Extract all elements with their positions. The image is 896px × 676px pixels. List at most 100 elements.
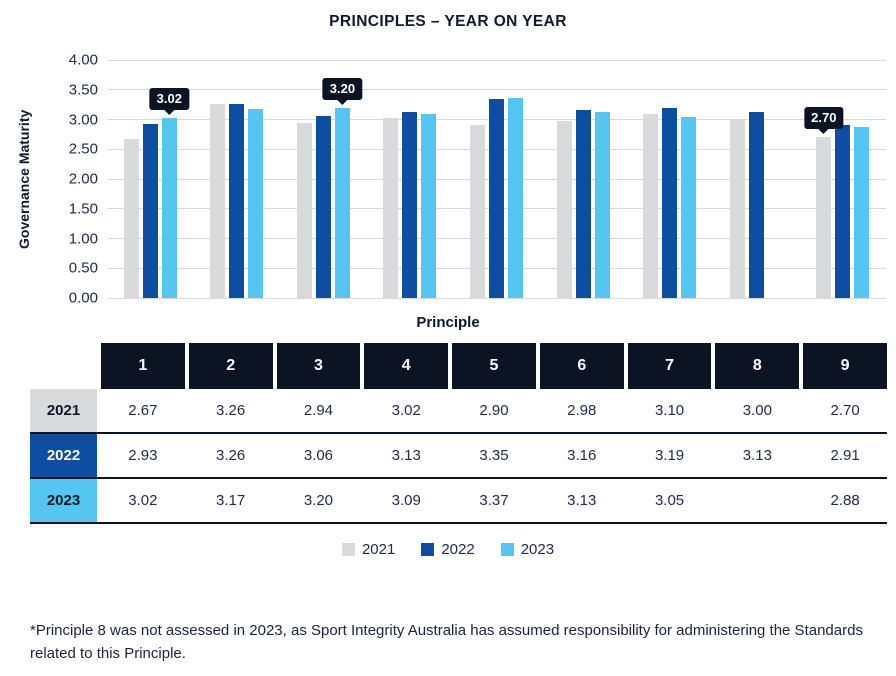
legend-item-2023: 2023 — [500, 541, 554, 558]
column-header-8: 8 — [715, 343, 800, 389]
bar-2023-principle-1: 3.02 — [149, 88, 189, 298]
column-header-5: 5 — [452, 343, 536, 389]
cell-2022-principle-1: 2.93 — [101, 434, 185, 477]
column-header-1: 1 — [101, 343, 185, 389]
cell-2023-principle-2: 3.17 — [188, 479, 273, 522]
cell-2022-principle-5: 3.35 — [452, 434, 536, 477]
gridline — [107, 297, 886, 299]
chart-legend: 2021 2022 2023 — [0, 541, 896, 558]
y-tick-label: 4.00 — [68, 51, 98, 69]
bar-2023-principle-3: 3.20 — [322, 77, 363, 298]
bar-2023-principle-6 — [594, 111, 610, 298]
cell-2023-principle-7: 3.05 — [627, 479, 712, 522]
bar-group-principle-3: 3.20 — [280, 60, 367, 298]
legend-swatch-2021 — [341, 543, 355, 556]
bar-2021-principle-5 — [470, 125, 486, 298]
cell-2021-principle-9: 2.70 — [803, 389, 887, 432]
column-header-4: 4 — [364, 343, 449, 389]
footnote: *Principle 8 was not assessed in 2023, a… — [30, 622, 863, 662]
table-body: 2021 2.67 3.26 2.94 3.02 2.90 2.98 3.10 3.00 2.70… — [30, 389, 887, 524]
plot-area: 3.02 3.20 2.70 — [107, 59, 886, 299]
bar-2023-principle-7 — [681, 116, 697, 298]
bar-2023-principle-2 — [248, 109, 264, 298]
column-header-9: 9 — [803, 343, 887, 389]
bar-groups: 3.02 3.20 2.70 — [107, 60, 886, 298]
cell-2021-principle-6: 2.98 — [539, 389, 624, 432]
gridline — [107, 89, 886, 91]
bar-2022-principle-6 — [575, 109, 591, 298]
cell-2022-principle-8: 3.13 — [715, 434, 800, 477]
legend-swatch-2022 — [421, 543, 435, 556]
cell-2021-principle-8: 3.00 — [715, 389, 800, 432]
gridline — [107, 59, 886, 61]
bar-group-principle-2 — [194, 60, 281, 298]
cell-2023-principle-8 — [715, 479, 800, 522]
bar-group-principle-8 — [713, 60, 800, 298]
bar-2022-principle-5 — [489, 98, 505, 298]
column-header-7: 7 — [627, 343, 712, 389]
cell-2023-principle-6: 3.13 — [539, 479, 624, 522]
legend-item-2021: 2021 — [341, 541, 396, 558]
legend-label: 2022 — [441, 541, 475, 558]
bar-2022-principle-3 — [315, 115, 331, 298]
cell-2022-principle-4: 3.13 — [364, 434, 449, 477]
bar-2021-principle-7 — [643, 113, 659, 298]
row-header-2021: 2021 — [30, 389, 97, 432]
x-axis-title: Principle — [416, 314, 480, 331]
row-header-2023: 2023 — [30, 479, 97, 522]
bar-2022-principle-4 — [402, 111, 418, 298]
y-tick-label: 3.50 — [68, 81, 98, 99]
bar-2021-principle-9: 2.70 — [804, 107, 844, 298]
bar-group-principle-9: 2.70 — [800, 60, 887, 298]
bar-group-principle-6 — [540, 60, 627, 298]
table-row-2021: 2021 2.67 3.26 2.94 3.02 2.90 2.98 3.10 3.00 2.70 — [30, 389, 887, 434]
bar-2021-principle-8 — [729, 119, 745, 298]
y-tick-label: 2.50 — [68, 140, 98, 158]
bar-2021-principle-1 — [123, 139, 139, 298]
bar-2022-principle-7 — [662, 108, 678, 298]
cell-2023-principle-1: 3.02 — [101, 479, 185, 522]
cell-2021-principle-7: 3.10 — [627, 389, 712, 432]
value-callout: 3.20 — [322, 77, 363, 100]
column-header-6: 6 — [539, 343, 624, 389]
cell-2022-principle-3: 3.06 — [276, 434, 361, 477]
cell-2022-principle-2: 3.26 — [188, 434, 273, 477]
chart-title: PRINCIPLES – YEAR ON YEAR — [329, 13, 567, 30]
cell-2021-principle-3: 2.94 — [276, 389, 361, 432]
cell-2021-principle-4: 3.02 — [364, 389, 449, 432]
row-header-2022: 2022 — [30, 434, 97, 477]
bar-2021-principle-4 — [383, 118, 399, 298]
bar-2022-principle-8 — [748, 111, 764, 298]
table-row-2023: 2023 3.02 3.17 3.20 3.09 3.37 3.13 3.05 2.88 — [30, 479, 887, 524]
y-tick-label: 2.00 — [68, 170, 98, 188]
bar-2023-principle-5 — [508, 97, 524, 298]
y-axis-title: Governance Maturity — [16, 109, 32, 249]
bar-group-principle-5 — [453, 60, 540, 298]
value-callout: 2.70 — [804, 107, 844, 130]
legend-swatch-2023 — [500, 543, 514, 556]
bar-2022-principle-9 — [835, 124, 851, 298]
bar-2021-principle-6 — [556, 120, 572, 298]
cell-2021-principle-2: 3.26 — [188, 389, 273, 432]
bar-group-principle-4 — [367, 60, 454, 298]
y-tick-label: 0.50 — [68, 259, 98, 277]
cell-2023-principle-3: 3.20 — [276, 479, 361, 522]
bar-2023-principle-9 — [854, 126, 870, 298]
y-tick-label: 1.00 — [68, 230, 98, 247]
cell-2021-principle-1: 2.67 — [101, 389, 185, 432]
cell-2022-principle-6: 3.16 — [539, 434, 624, 477]
cell-2022-principle-9: 2.91 — [803, 434, 887, 477]
bar-2023-principle-4 — [421, 114, 437, 298]
column-header-3: 3 — [276, 343, 361, 389]
legend-label: 2021 — [361, 541, 396, 558]
bar-2021-principle-2 — [210, 104, 226, 298]
bar-group-principle-1: 3.02 — [107, 60, 194, 298]
cell-2023-principle-4: 3.09 — [364, 479, 449, 522]
bar-group-principle-7 — [626, 60, 713, 298]
bar-2022-principle-1 — [142, 123, 158, 298]
bar-2021-principle-3 — [296, 123, 312, 298]
y-tick-label: 0.00 — [68, 289, 98, 307]
column-header-2: 2 — [188, 343, 273, 389]
